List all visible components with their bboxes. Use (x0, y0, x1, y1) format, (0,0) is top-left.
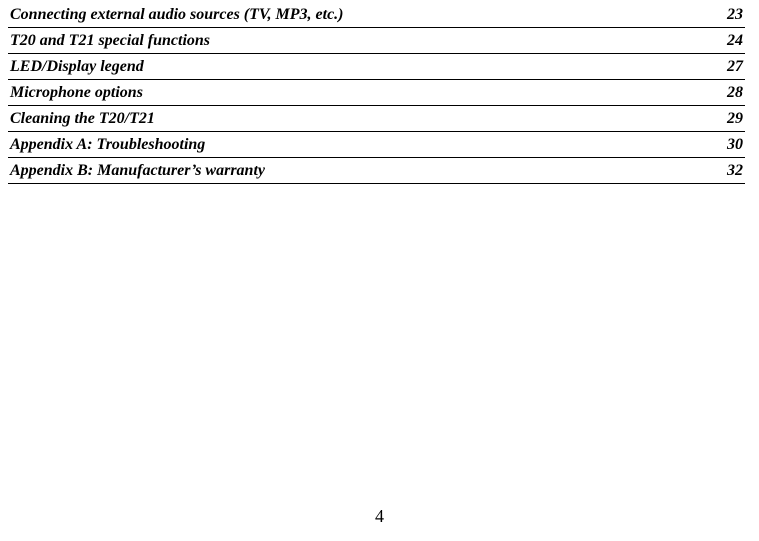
toc-entry-page: 27 (715, 57, 743, 77)
toc-entry-title: Microphone options (10, 83, 715, 103)
toc-entry-page: 28 (715, 83, 743, 103)
toc-row: Connecting external audio sources (TV, M… (8, 2, 745, 28)
toc-entry-title: Appendix B: Manufacturer’s warranty (10, 161, 715, 181)
toc-entry-title: Connecting external audio sources (TV, M… (10, 5, 715, 25)
toc-entry-page: 24 (715, 31, 743, 51)
toc-entry-title: LED/Display legend (10, 57, 715, 77)
toc-entry-page: 23 (715, 5, 743, 25)
toc-row: Microphone options 28 (8, 80, 745, 106)
toc-entry-page: 30 (715, 135, 743, 155)
toc-row: Appendix B: Manufacturer’s warranty 32 (8, 158, 745, 184)
toc-row: Cleaning the T20/T21 29 (8, 106, 745, 132)
toc-row: T20 and T21 special functions 24 (8, 28, 745, 54)
toc-row: Appendix A: Troubleshooting 30 (8, 132, 745, 158)
toc-entry-page: 29 (715, 109, 743, 129)
toc-entry-title: Appendix A: Troubleshooting (10, 135, 715, 155)
table-of-contents: Connecting external audio sources (TV, M… (8, 2, 745, 184)
toc-entry-title: T20 and T21 special functions (10, 31, 715, 51)
document-page: Connecting external audio sources (TV, M… (0, 0, 759, 541)
page-number: 4 (0, 506, 759, 527)
toc-entry-page: 32 (715, 161, 743, 181)
toc-row: LED/Display legend 27 (8, 54, 745, 80)
toc-entry-title: Cleaning the T20/T21 (10, 109, 715, 129)
